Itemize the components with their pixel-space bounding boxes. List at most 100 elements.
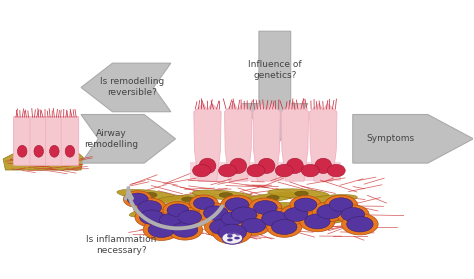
Circle shape [205, 216, 241, 238]
Text: Is remodelling
reversible?: Is remodelling reversible? [100, 77, 164, 97]
Polygon shape [353, 114, 474, 163]
Circle shape [345, 213, 350, 217]
Circle shape [159, 213, 182, 227]
Circle shape [293, 212, 299, 215]
Circle shape [291, 214, 296, 217]
Ellipse shape [290, 205, 303, 210]
Circle shape [322, 222, 327, 225]
Polygon shape [225, 104, 252, 181]
Circle shape [163, 201, 193, 219]
Circle shape [273, 227, 279, 230]
Circle shape [169, 219, 173, 222]
Text: Symptoms: Symptoms [366, 134, 414, 143]
Ellipse shape [281, 218, 294, 223]
Ellipse shape [219, 193, 233, 198]
Circle shape [175, 228, 181, 231]
Circle shape [167, 219, 172, 222]
Ellipse shape [230, 158, 246, 174]
Ellipse shape [263, 203, 324, 213]
Circle shape [180, 208, 184, 211]
Circle shape [174, 212, 179, 215]
Circle shape [215, 212, 220, 215]
Ellipse shape [182, 197, 194, 201]
Ellipse shape [227, 235, 233, 237]
Ellipse shape [268, 189, 329, 198]
Polygon shape [194, 104, 221, 181]
Circle shape [328, 210, 333, 213]
Circle shape [250, 226, 255, 229]
Ellipse shape [286, 158, 303, 174]
Circle shape [346, 217, 373, 232]
Circle shape [342, 205, 347, 208]
Ellipse shape [192, 164, 210, 177]
Circle shape [186, 216, 191, 219]
Circle shape [257, 208, 263, 211]
Circle shape [191, 213, 196, 217]
Circle shape [231, 207, 257, 222]
Circle shape [221, 195, 253, 214]
Circle shape [207, 203, 212, 206]
Circle shape [167, 219, 202, 240]
Circle shape [359, 225, 365, 228]
Ellipse shape [117, 189, 177, 201]
Circle shape [228, 225, 233, 229]
Circle shape [220, 226, 226, 229]
Circle shape [273, 217, 279, 220]
Circle shape [143, 219, 180, 240]
Circle shape [317, 205, 341, 219]
Circle shape [240, 213, 246, 217]
Ellipse shape [34, 145, 44, 157]
Circle shape [218, 211, 223, 215]
Ellipse shape [209, 215, 265, 225]
FancyBboxPatch shape [13, 116, 31, 165]
Circle shape [285, 228, 291, 231]
Circle shape [237, 216, 271, 235]
Circle shape [276, 225, 282, 229]
Circle shape [153, 207, 158, 210]
Circle shape [284, 208, 308, 222]
Circle shape [325, 195, 357, 214]
Ellipse shape [306, 214, 357, 223]
Circle shape [272, 220, 297, 234]
Circle shape [329, 198, 353, 212]
Ellipse shape [253, 207, 265, 212]
Circle shape [363, 223, 368, 227]
Circle shape [217, 210, 248, 228]
Ellipse shape [301, 164, 319, 177]
Circle shape [305, 214, 330, 229]
Circle shape [312, 202, 346, 222]
Circle shape [321, 211, 327, 215]
Ellipse shape [50, 145, 59, 157]
FancyBboxPatch shape [61, 116, 79, 165]
Circle shape [137, 198, 141, 201]
Circle shape [312, 222, 318, 225]
Circle shape [155, 211, 186, 229]
Ellipse shape [258, 158, 275, 174]
Circle shape [191, 214, 196, 217]
Ellipse shape [144, 192, 157, 198]
Ellipse shape [177, 219, 190, 224]
Circle shape [133, 198, 166, 217]
Circle shape [267, 217, 302, 237]
Ellipse shape [227, 239, 233, 241]
Circle shape [138, 201, 161, 215]
Circle shape [303, 203, 308, 206]
Circle shape [210, 219, 236, 235]
Ellipse shape [65, 145, 75, 157]
Circle shape [227, 202, 232, 205]
Circle shape [162, 229, 168, 233]
Circle shape [197, 204, 201, 207]
Circle shape [266, 206, 272, 209]
Ellipse shape [327, 164, 345, 177]
Circle shape [155, 227, 160, 230]
FancyBboxPatch shape [190, 162, 341, 181]
Circle shape [232, 220, 237, 223]
Polygon shape [3, 145, 83, 170]
Circle shape [241, 218, 266, 233]
Circle shape [213, 221, 252, 244]
Ellipse shape [157, 208, 172, 213]
Circle shape [222, 232, 243, 244]
Circle shape [180, 225, 186, 229]
Circle shape [178, 210, 201, 224]
Circle shape [233, 204, 238, 207]
